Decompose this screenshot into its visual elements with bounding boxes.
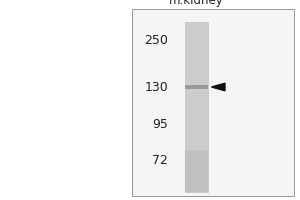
Text: 95: 95 — [152, 117, 168, 130]
Text: 72: 72 — [152, 154, 168, 168]
Text: 130: 130 — [144, 81, 168, 94]
Polygon shape — [212, 83, 225, 91]
Bar — [185, 22, 208, 192]
Text: 250: 250 — [144, 33, 168, 46]
Bar — [185, 150, 208, 192]
Bar — [132, 9, 294, 196]
Text: m.kidney: m.kidney — [169, 0, 224, 7]
Bar — [185, 85, 208, 89]
